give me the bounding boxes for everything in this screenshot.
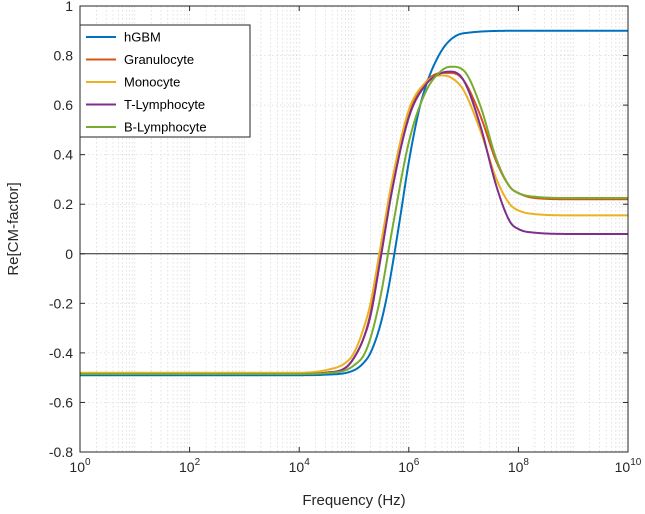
y-tick-label: 0.2 <box>54 196 74 212</box>
x-tick-base: 10 <box>398 459 414 475</box>
x-tick-label: 102 <box>179 457 201 475</box>
x-tick-label: 106 <box>398 457 420 475</box>
x-tick-exponent: 4 <box>304 457 310 468</box>
x-tick-exponent: 0 <box>85 457 91 468</box>
y-tick-label: 0.6 <box>54 97 74 113</box>
y-axis-label: Re[CM-factor] <box>5 182 22 275</box>
x-tick-base: 10 <box>289 459 305 475</box>
legend-label-monocyte: Monocyte <box>124 75 180 90</box>
series-line-hgbm <box>80 29 628 377</box>
y-tick-label: -0.6 <box>49 394 73 410</box>
ticks: 100 102 104 106 108 1010-0.8-0.6-0.4-0.200.20… <box>49 0 642 475</box>
series-line-monocyte <box>80 74 628 374</box>
legend-label-b-lymphocyte: B-Lymphocyte <box>124 120 207 135</box>
y-tick-label: 0 <box>65 246 73 262</box>
x-tick-exponent: 2 <box>195 457 201 468</box>
x-tick-exponent: 8 <box>523 457 529 468</box>
legend-label-granulocyte: Granulocyte <box>124 52 194 67</box>
y-tick-label: -0.4 <box>49 345 73 361</box>
series-line-b-lymphocyte <box>80 65 628 375</box>
legend-label-t-lymphocyte: T-Lymphocyte <box>124 97 205 112</box>
series-layer <box>80 29 628 377</box>
x-tick-label: 100 <box>69 457 91 475</box>
x-tick-base: 10 <box>508 459 524 475</box>
x-tick-exponent: 10 <box>630 457 642 468</box>
y-tick-label: -0.2 <box>49 295 73 311</box>
x-tick-label: 1010 <box>615 457 642 475</box>
legend: hGBM Granulocyte Monocyte T-Lymphocyte B-Lym… <box>79 24 251 138</box>
x-tick-label: 108 <box>508 457 530 475</box>
x-tick-base: 10 <box>615 459 631 475</box>
y-tick-label: 0.4 <box>54 147 74 163</box>
y-tick-label: 1 <box>65 0 73 14</box>
x-tick-base: 10 <box>69 459 85 475</box>
y-tick-label: -0.8 <box>49 444 73 460</box>
y-tick-label: 0.8 <box>54 48 74 64</box>
x-tick-base: 10 <box>179 459 195 475</box>
x-tick-label: 104 <box>289 457 311 475</box>
x-axis-label: Frequency (Hz) <box>302 492 405 509</box>
plot-frame <box>79 5 629 453</box>
x-tick-exponent: 6 <box>414 457 420 468</box>
legend-label-hgbm: hGBM <box>124 30 161 45</box>
